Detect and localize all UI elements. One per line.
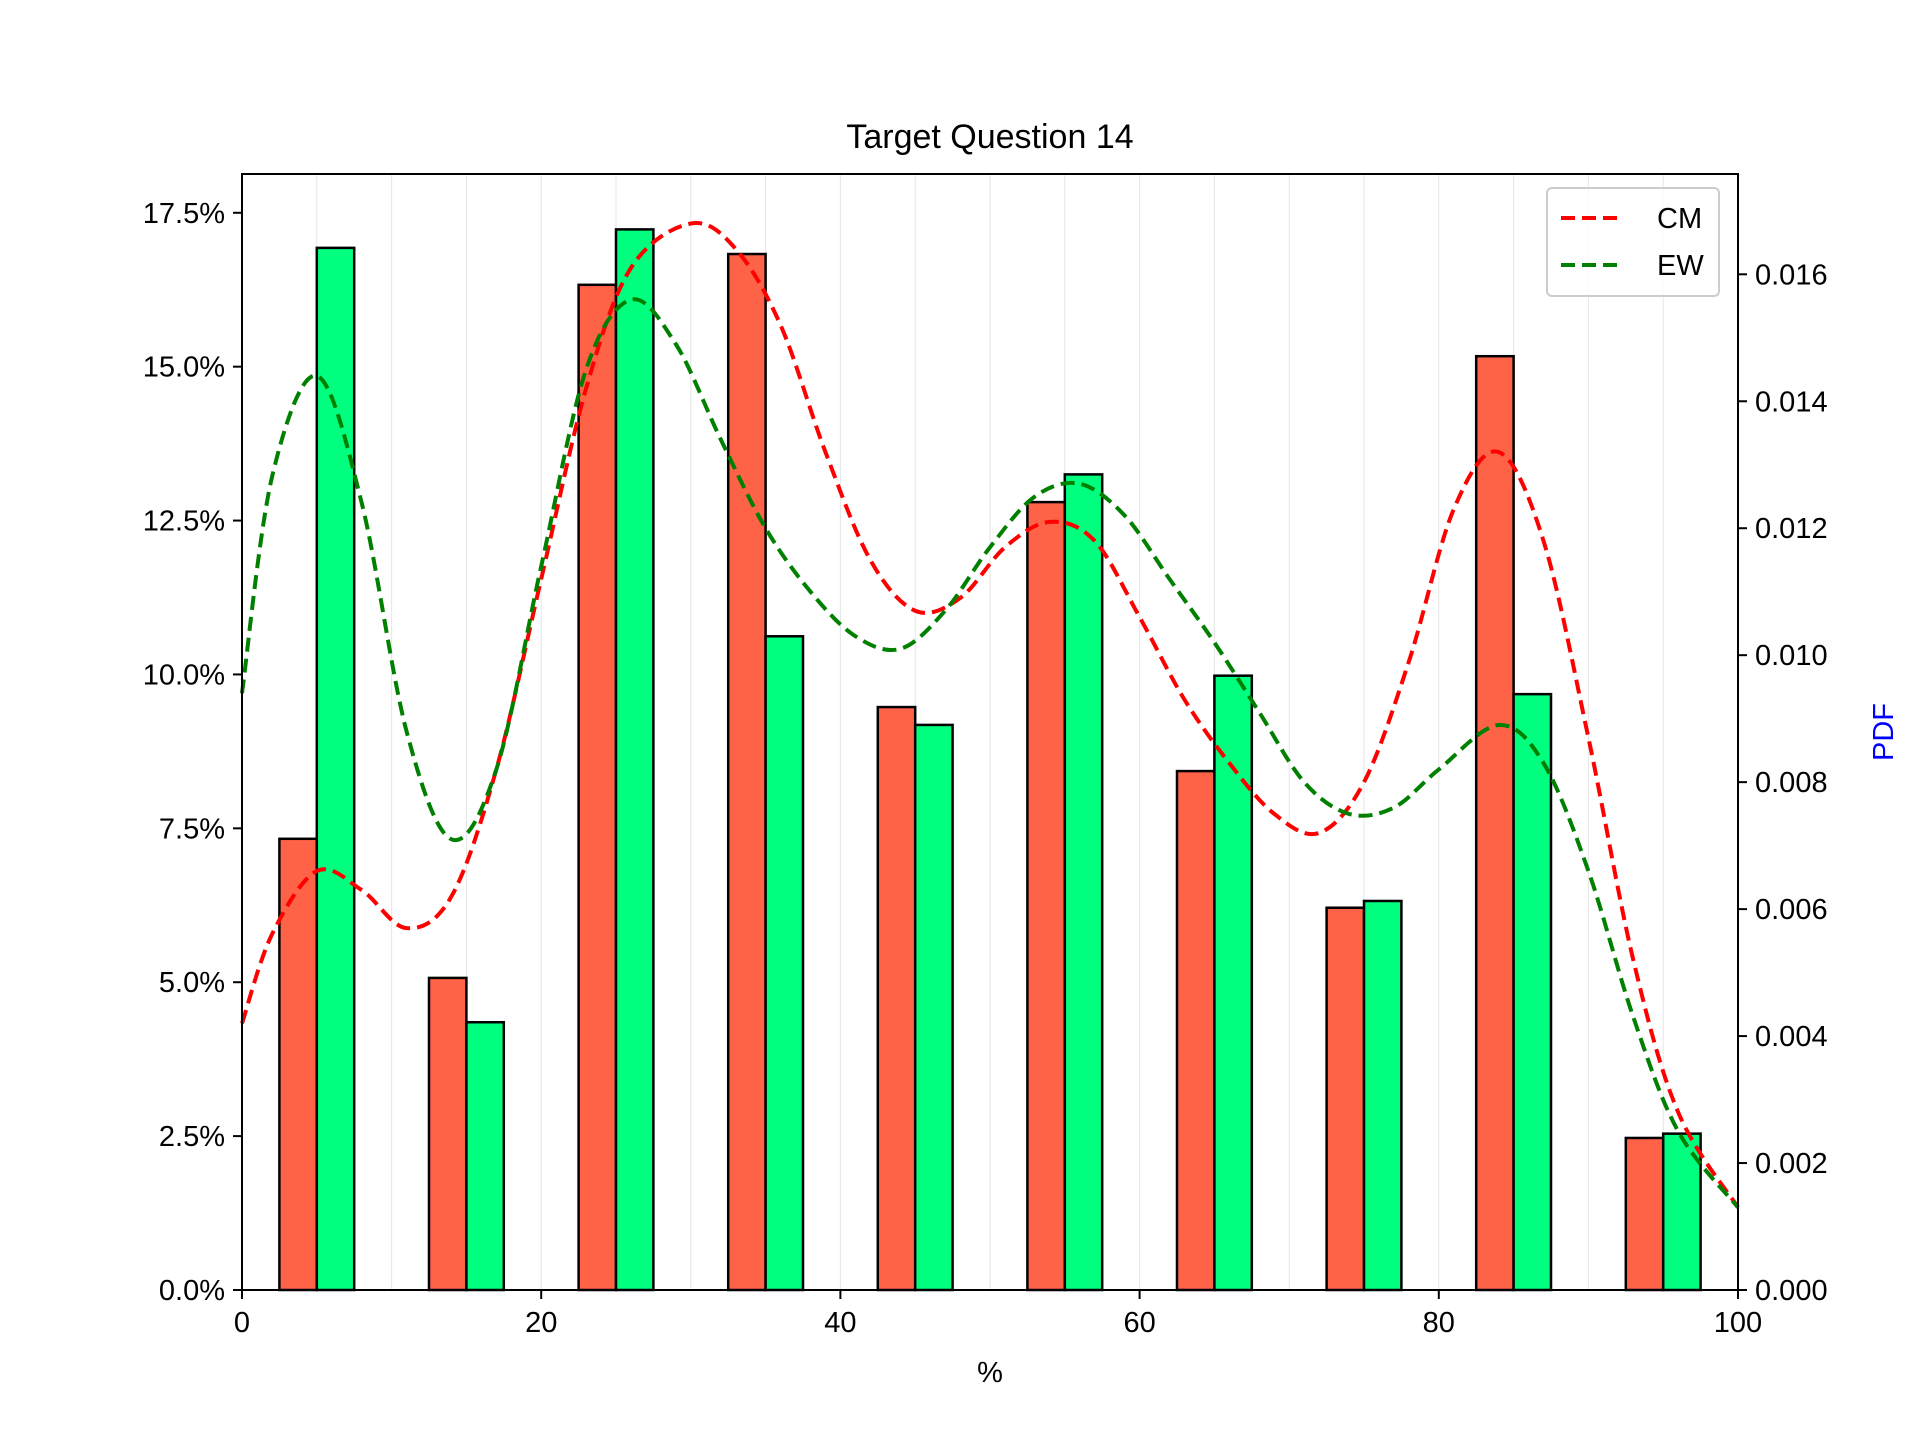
legend: CM EW xyxy=(1546,187,1720,297)
left-tick-label: 2.5% xyxy=(159,1121,225,1153)
left-tick-label: 15.0% xyxy=(143,352,225,384)
bar-series-2 xyxy=(913,723,954,1292)
left-tick-label: 17.5% xyxy=(143,198,225,230)
bar-series-2 xyxy=(1063,473,1104,1292)
legend-box xyxy=(1546,187,1720,297)
bar-series-1 xyxy=(427,976,468,1292)
bar-series-1 xyxy=(1325,906,1366,1292)
right-tick-label: 0.010 xyxy=(1755,640,1828,672)
right-tick-label: 0.016 xyxy=(1755,259,1828,291)
left-tick-label: 10.0% xyxy=(143,659,225,691)
bars xyxy=(278,228,1702,1292)
bar-series-1 xyxy=(278,837,319,1292)
legend-label-cm: CM xyxy=(1657,203,1702,235)
x-tick-label: 0 xyxy=(234,1307,250,1339)
bar-series-1 xyxy=(876,705,917,1292)
right-tick-label: 0.006 xyxy=(1755,894,1828,926)
legend-label-ew: EW xyxy=(1657,250,1704,282)
left-tick-label: 5.0% xyxy=(159,967,225,999)
bar-series-1 xyxy=(1624,1136,1665,1292)
bar-series-1 xyxy=(1175,769,1216,1292)
chart-title: Target Question 14 xyxy=(846,118,1133,156)
plot-frame xyxy=(241,173,1739,1291)
pdf-line-ew xyxy=(240,297,1740,1209)
right-tick-label: 0.002 xyxy=(1755,1148,1828,1180)
x-axis: 0 20 40 60 80 100 xyxy=(234,1290,1762,1339)
left-tick-label: 12.5% xyxy=(143,506,225,538)
bar-series-2 xyxy=(1512,692,1553,1292)
x-tick-label: 40 xyxy=(824,1307,856,1339)
right-y-axis-label: PDF xyxy=(1868,703,1900,761)
bar-series-2 xyxy=(315,246,356,1292)
bar-series-1 xyxy=(1026,500,1067,1292)
x-tick-label: 100 xyxy=(1714,1307,1762,1339)
right-tick-label: 0.008 xyxy=(1755,767,1828,799)
left-tick-label: 0.0% xyxy=(159,1275,225,1307)
x-tick-label: 20 xyxy=(525,1307,557,1339)
bar-series-2 xyxy=(1362,899,1403,1292)
x-tick-label: 60 xyxy=(1123,1307,1155,1339)
left-tick-label: 7.5% xyxy=(159,813,225,845)
left-y-axis: 0.0% 2.5% 5.0% 7.5% 10.0% 12.5% 15.0% 17.5% xyxy=(143,198,242,1307)
bar-series-2 xyxy=(465,1020,506,1292)
right-y-axis: 0.000 0.002 0.004 0.006 0.008 0.010 0.012 0.014… xyxy=(1738,259,1828,1307)
pdf-curves xyxy=(240,221,1740,1209)
right-tick-label: 0.012 xyxy=(1755,513,1828,545)
x-axis-label: % xyxy=(977,1357,1003,1389)
bar-series-2 xyxy=(764,635,805,1292)
x-tick-label: 80 xyxy=(1423,1307,1455,1339)
right-tick-label: 0.014 xyxy=(1755,386,1828,418)
bar-series-1 xyxy=(726,252,767,1292)
bar-series-1 xyxy=(1474,354,1515,1292)
right-tick-label: 0.000 xyxy=(1755,1275,1828,1307)
bar-series-1 xyxy=(577,283,618,1292)
right-tick-label: 0.004 xyxy=(1755,1021,1828,1053)
bar-series-2 xyxy=(614,228,655,1292)
